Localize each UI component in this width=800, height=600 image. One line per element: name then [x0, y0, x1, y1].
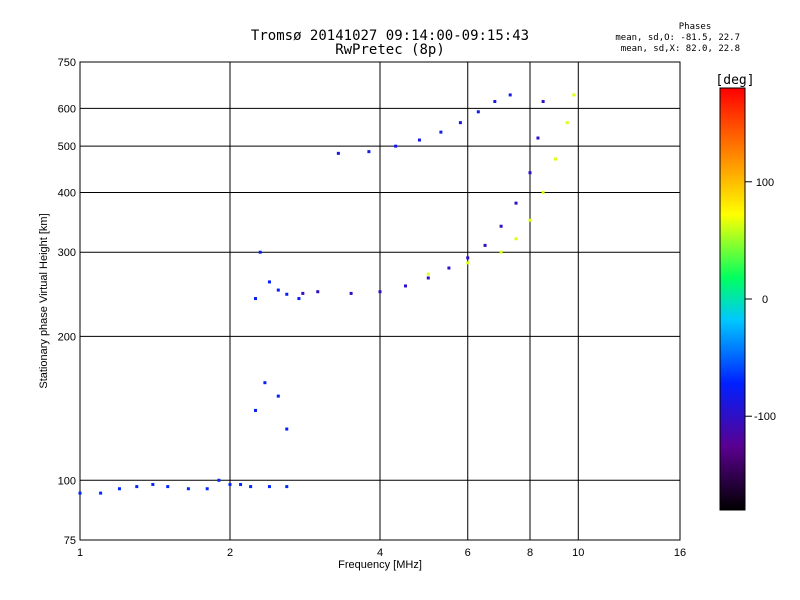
echo-point: [508, 93, 512, 97]
x-tick-label: 8: [527, 547, 533, 559]
echo-point: [403, 284, 407, 288]
echo-point: [253, 408, 257, 412]
chart-title: Tromsø 20141027 09:14:00-09:15:43: [250, 28, 530, 44]
echo-point: [528, 218, 532, 222]
echo-point: [572, 93, 576, 97]
echo-point: [253, 297, 257, 301]
colorbar-tick-label: -100: [754, 411, 776, 423]
echo-point: [528, 171, 532, 175]
phase-info-heading: Phases: [678, 22, 712, 32]
echo-point: [285, 485, 289, 489]
echo-point: [514, 201, 518, 205]
echo-point: [267, 280, 271, 284]
echo-point: [263, 381, 267, 385]
echo-point: [239, 482, 243, 486]
echo-point: [499, 224, 503, 228]
echo-point: [151, 482, 155, 486]
echo-point: [117, 487, 121, 491]
echo-point: [499, 250, 503, 254]
echo-point: [483, 243, 487, 247]
echo-point: [285, 292, 289, 296]
echo-point: [316, 290, 320, 294]
y-tick-label: 400: [58, 187, 76, 199]
echo-point: [217, 478, 221, 482]
x-tick-label: 6: [465, 547, 471, 559]
echo-point: [378, 290, 382, 294]
echo-point: [99, 491, 103, 495]
echo-point: [267, 485, 271, 489]
echo-point: [417, 138, 421, 142]
colorbar-tick-label: 0: [762, 294, 768, 306]
echo-point: [426, 272, 430, 276]
echo-point: [186, 487, 190, 491]
phase-info-o: mean, sd,O: -81.5, 22.7: [615, 33, 740, 43]
x-tick-label: 10: [572, 547, 584, 559]
phase-info: Phases mean, sd,O: -81.5, 22.7 mean, sd,…: [590, 22, 740, 55]
echo-point: [336, 151, 340, 155]
echo-point: [349, 291, 353, 295]
x-tick-label: 1: [77, 547, 83, 559]
echo-point: [553, 157, 557, 161]
echo-point: [135, 485, 139, 489]
colorbar-label: [deg]: [715, 73, 754, 88]
echo-point: [466, 256, 470, 260]
x-axis-label: Frequency [MHz]: [338, 559, 422, 571]
y-tick-label: 75: [64, 535, 76, 547]
echo-point: [466, 261, 470, 265]
echo-point: [426, 276, 430, 280]
echo-point: [514, 237, 518, 241]
echo-point: [205, 487, 209, 491]
x-tick-label: 4: [377, 547, 383, 559]
echo-point: [249, 485, 253, 489]
y-axis-label: Stationary phase Virtual Height [km]: [38, 213, 50, 388]
echo-point: [166, 485, 170, 489]
y-tick-label: 200: [58, 331, 76, 343]
echo-point: [276, 288, 280, 292]
phase-info-x: mean, sd,X: 82.0, 22.8: [620, 44, 740, 54]
echo-point: [439, 130, 443, 134]
echo-point: [541, 190, 545, 194]
echo-point: [297, 297, 301, 301]
echo-point: [476, 110, 480, 114]
echo-point: [258, 250, 262, 254]
x-tick-label: 16: [674, 547, 686, 559]
echo-point: [447, 266, 451, 270]
y-tick-label: 500: [58, 141, 76, 153]
colorbar-tick-label: 100: [756, 177, 774, 189]
echo-point: [276, 394, 280, 398]
echo-point: [536, 136, 540, 140]
echo-point: [285, 427, 289, 431]
echo-point: [78, 491, 82, 495]
y-tick-label: 750: [58, 57, 76, 69]
echo-point: [565, 121, 569, 125]
y-tick-label: 100: [58, 475, 76, 487]
echo-point: [228, 482, 232, 486]
y-tick-label: 600: [58, 103, 76, 115]
echo-point: [541, 100, 545, 104]
colorbar: [719, 87, 746, 511]
x-tick-label: 2: [227, 547, 233, 559]
echo-point: [301, 291, 305, 295]
y-tick-label: 300: [58, 247, 76, 259]
echo-point: [367, 150, 371, 154]
chart-subtitle: RwPretec (8p): [335, 42, 445, 58]
echo-point: [394, 144, 398, 148]
echo-point: [493, 100, 497, 104]
echo-point: [458, 121, 462, 125]
